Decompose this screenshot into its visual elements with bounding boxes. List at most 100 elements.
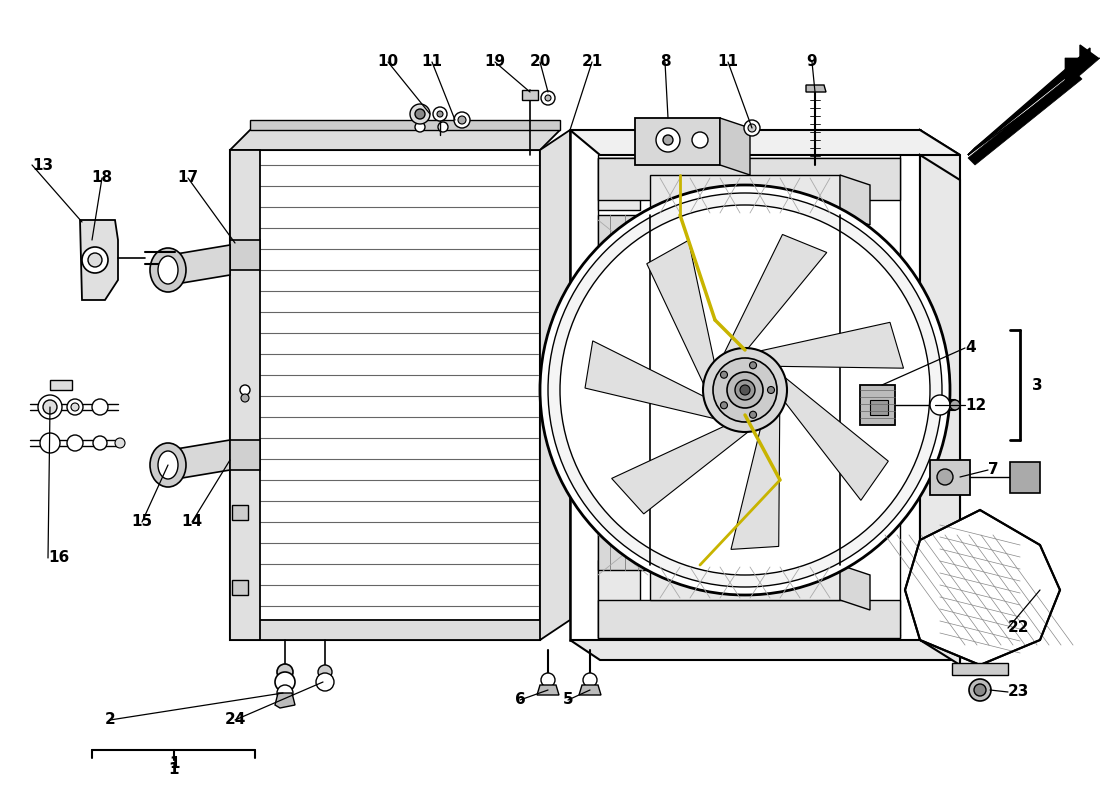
Text: 21: 21 xyxy=(582,54,603,70)
Polygon shape xyxy=(1080,45,1098,72)
Circle shape xyxy=(768,386,774,394)
Circle shape xyxy=(82,247,108,273)
Polygon shape xyxy=(720,118,750,175)
Polygon shape xyxy=(579,685,601,695)
Circle shape xyxy=(544,95,551,101)
Polygon shape xyxy=(724,234,827,354)
Circle shape xyxy=(974,684,986,696)
Polygon shape xyxy=(870,400,888,415)
Text: 1: 1 xyxy=(168,762,178,778)
Circle shape xyxy=(744,120,760,136)
Text: a passion since 1985: a passion since 1985 xyxy=(537,466,783,594)
Polygon shape xyxy=(540,130,570,640)
Circle shape xyxy=(437,111,443,117)
Circle shape xyxy=(720,371,727,378)
Polygon shape xyxy=(860,385,895,425)
Circle shape xyxy=(937,469,953,485)
Circle shape xyxy=(950,400,960,410)
Polygon shape xyxy=(170,440,230,480)
Circle shape xyxy=(39,395,62,419)
Circle shape xyxy=(720,402,727,409)
Text: 5: 5 xyxy=(563,693,573,707)
Circle shape xyxy=(92,399,108,415)
Circle shape xyxy=(548,193,942,587)
Text: 8: 8 xyxy=(660,54,670,70)
Text: 16: 16 xyxy=(48,550,69,566)
Text: 13: 13 xyxy=(32,158,53,173)
Polygon shape xyxy=(230,130,560,150)
Circle shape xyxy=(240,385,250,395)
Text: 3: 3 xyxy=(1032,378,1043,393)
Polygon shape xyxy=(635,118,720,165)
Polygon shape xyxy=(650,565,840,600)
Polygon shape xyxy=(230,150,260,640)
Circle shape xyxy=(277,685,293,701)
Text: 20: 20 xyxy=(529,54,551,70)
Text: 19: 19 xyxy=(484,54,506,70)
Circle shape xyxy=(43,400,57,414)
Circle shape xyxy=(560,205,930,575)
Polygon shape xyxy=(170,245,230,285)
Polygon shape xyxy=(522,90,538,100)
Ellipse shape xyxy=(158,451,178,479)
Text: 14: 14 xyxy=(182,514,202,530)
Circle shape xyxy=(969,679,991,701)
Text: 1: 1 xyxy=(169,755,180,770)
Text: 6: 6 xyxy=(515,693,526,707)
Polygon shape xyxy=(905,510,1060,665)
Polygon shape xyxy=(968,72,1082,165)
Polygon shape xyxy=(650,175,840,215)
Ellipse shape xyxy=(150,248,186,292)
Polygon shape xyxy=(952,663,1008,675)
Text: 12: 12 xyxy=(965,398,987,413)
Polygon shape xyxy=(570,130,960,155)
Polygon shape xyxy=(806,85,826,92)
Text: 10: 10 xyxy=(377,54,398,70)
Circle shape xyxy=(72,403,79,411)
Polygon shape xyxy=(570,640,960,660)
Circle shape xyxy=(275,672,295,692)
Text: 17: 17 xyxy=(177,170,199,186)
Text: 11: 11 xyxy=(421,54,442,70)
Polygon shape xyxy=(840,175,870,225)
Text: 24: 24 xyxy=(224,713,245,727)
Circle shape xyxy=(454,112,470,128)
Circle shape xyxy=(94,436,107,450)
Circle shape xyxy=(749,411,757,418)
Polygon shape xyxy=(840,565,870,610)
Circle shape xyxy=(735,380,755,400)
Polygon shape xyxy=(598,158,640,210)
Polygon shape xyxy=(785,378,889,500)
Circle shape xyxy=(748,124,756,132)
Text: 18: 18 xyxy=(91,170,112,186)
Polygon shape xyxy=(230,620,560,640)
Circle shape xyxy=(116,438,125,448)
Text: 15: 15 xyxy=(131,514,153,530)
Circle shape xyxy=(540,185,950,595)
Polygon shape xyxy=(80,220,118,300)
Polygon shape xyxy=(250,120,560,130)
Circle shape xyxy=(277,664,293,680)
Polygon shape xyxy=(230,440,260,470)
Text: © DT spare parts: © DT spare parts xyxy=(520,385,800,535)
Polygon shape xyxy=(598,158,900,200)
Circle shape xyxy=(458,116,466,124)
Ellipse shape xyxy=(150,443,186,487)
Text: 7: 7 xyxy=(988,462,999,478)
Circle shape xyxy=(410,104,430,124)
Polygon shape xyxy=(1065,58,1100,88)
Circle shape xyxy=(749,362,757,369)
Circle shape xyxy=(67,435,82,451)
Polygon shape xyxy=(760,322,903,368)
Polygon shape xyxy=(585,341,714,418)
Polygon shape xyxy=(598,600,900,638)
Polygon shape xyxy=(920,155,960,665)
Polygon shape xyxy=(930,460,970,495)
Circle shape xyxy=(40,433,60,453)
Polygon shape xyxy=(598,560,640,638)
Polygon shape xyxy=(647,240,714,384)
Polygon shape xyxy=(275,693,295,708)
Polygon shape xyxy=(570,130,920,640)
Circle shape xyxy=(433,107,447,121)
Polygon shape xyxy=(1010,462,1040,493)
